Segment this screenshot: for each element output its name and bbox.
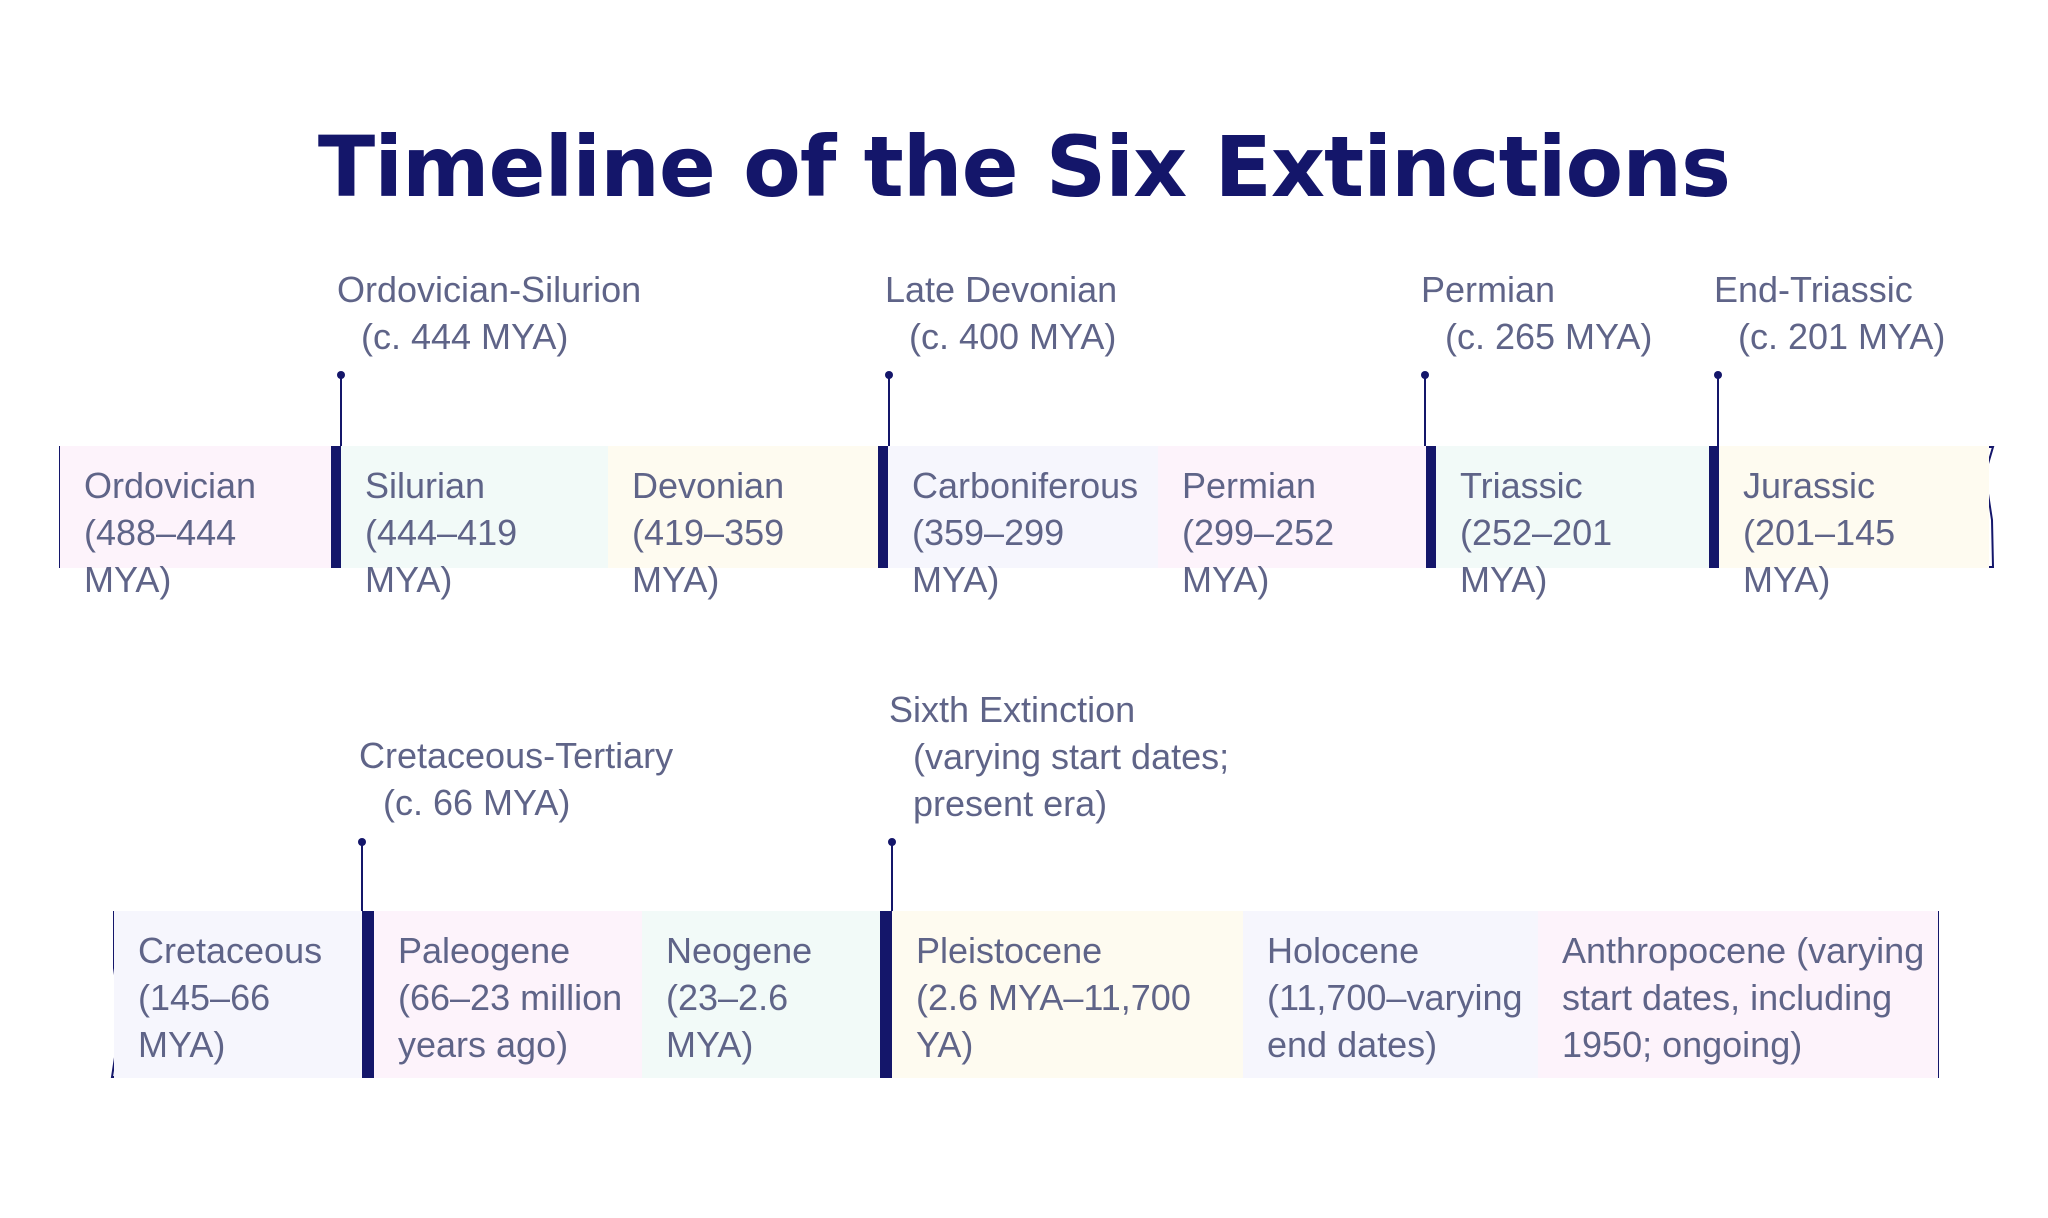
event-name: Late Devonian: [885, 269, 1118, 310]
extinction-marker-bar: [1426, 446, 1436, 568]
period-dates: (299–252 MYA): [1182, 512, 1335, 600]
extinction-marker-bar: [1709, 446, 1719, 568]
event-name: End-Triassic: [1714, 269, 1913, 310]
period-permian: Permian (299–252 MYA): [1158, 446, 1426, 600]
period-name: Ordovician: [84, 465, 257, 506]
event-dot: [337, 371, 345, 379]
event-dates: (c. 265 MYA): [1445, 316, 1653, 357]
extinction-marker-bar: [362, 911, 374, 1078]
period-dates: (419–359 MYA): [632, 512, 785, 600]
event-name: Permian: [1421, 269, 1556, 310]
period-silurian: Silurian (444–419 MYA): [341, 446, 608, 600]
period-dates: (359–299 MYA): [912, 512, 1065, 600]
period-carboniferous: Carboniferous (359–299 MYA): [888, 446, 1158, 600]
period-devonian: Devonian (419–359 MYA): [608, 446, 878, 600]
event-dates: (c. 66 MYA): [383, 782, 571, 823]
event-dates: (c. 400 MYA): [909, 316, 1117, 357]
event-connector-line: [340, 375, 342, 446]
event-dates: (c. 444 MYA): [361, 316, 569, 357]
period-name: Paleogene: [398, 930, 571, 971]
period-dates: (11,700–varying end dates): [1267, 977, 1523, 1065]
period-ordovician: Ordovician (488–444 MYA): [60, 446, 331, 600]
period-name: Carboniferous: [912, 465, 1139, 506]
period-name: Neogene: [666, 930, 813, 971]
extinction-marker-bar: [878, 446, 888, 568]
event-ordovician-silurian: Ordovician-Silurion (c. 444 MYA): [337, 266, 641, 360]
period-name: Holocene: [1267, 930, 1420, 971]
period-neogene: Neogene (23–2.6 MYA): [642, 911, 880, 1078]
period-dates: (488–444 MYA): [84, 512, 237, 600]
period-triassic: Triassic (252–201 MYA): [1436, 446, 1709, 600]
event-connector-line: [1424, 375, 1426, 446]
extinction-marker-bar: [880, 911, 892, 1078]
event-connector-line: [888, 375, 890, 446]
period-anthropocene: Anthropocene (varying start dates, inclu…: [1538, 911, 1938, 1078]
event-dot: [358, 838, 366, 846]
event-late-devonian: Late Devonian (c. 400 MYA): [885, 266, 1117, 360]
timeline-title: Timeline of the Six Extinctions: [317, 118, 1731, 216]
period-name: Permian: [1182, 465, 1317, 506]
period-name: Devonian: [632, 465, 785, 506]
event-dates: (c. 201 MYA): [1738, 316, 1946, 357]
event-name: Sixth Extinction: [889, 689, 1136, 730]
event-dot: [1421, 371, 1429, 379]
period-jurassic: Jurassic (201–145 MYA): [1719, 446, 1989, 600]
event-sixth-extinction: Sixth Extinction (varying start dates; p…: [889, 686, 1229, 827]
period-pleistocene: Pleistocene (2.6 MYA–11,700 YA): [892, 911, 1243, 1078]
period-name: Triassic: [1460, 465, 1583, 506]
event-connector-line: [361, 842, 363, 911]
period-name: Cretaceous: [138, 930, 323, 971]
event-name: Cretaceous-Tertiary: [359, 735, 674, 776]
period-name: Silurian: [365, 465, 486, 506]
period-dates: (201–145 MYA): [1743, 512, 1896, 600]
event-permian: Permian (c. 265 MYA): [1421, 266, 1652, 360]
period-paleogene: Paleogene (66–23 million years ago): [374, 911, 642, 1078]
event-dates: (varying start dates; present era): [913, 736, 1230, 824]
event-dot: [885, 371, 893, 379]
period-dates: (2.6 MYA–11,700 YA): [916, 977, 1191, 1065]
period-holocene: Holocene (11,700–varying end dates): [1243, 911, 1538, 1078]
period-dates: (23–2.6 MYA): [666, 977, 789, 1065]
event-end-triassic: End-Triassic (c. 201 MYA): [1714, 266, 1945, 360]
period-dates: (145–66 MYA): [138, 977, 271, 1065]
period-dates: (252–201 MYA): [1460, 512, 1613, 600]
event-dot: [888, 838, 896, 846]
period-dates: (66–23 million years ago): [398, 977, 623, 1065]
event-dot: [1714, 371, 1722, 379]
period-name: Anthropocene (varying start dates, inclu…: [1562, 930, 1925, 1065]
event-connector-line: [891, 842, 893, 911]
period-name: Jurassic: [1743, 465, 1876, 506]
period-cretaceous: Cretaceous (145–66 MYA): [114, 911, 362, 1078]
event-cretaceous-tertiary: Cretaceous-Tertiary (c. 66 MYA): [359, 732, 673, 826]
period-dates: (444–419 MYA): [365, 512, 518, 600]
extinction-marker-bar: [331, 446, 341, 568]
event-connector-line: [1717, 375, 1719, 446]
event-name: Ordovician-Silurion: [337, 269, 642, 310]
period-name: Pleistocene: [916, 930, 1103, 971]
